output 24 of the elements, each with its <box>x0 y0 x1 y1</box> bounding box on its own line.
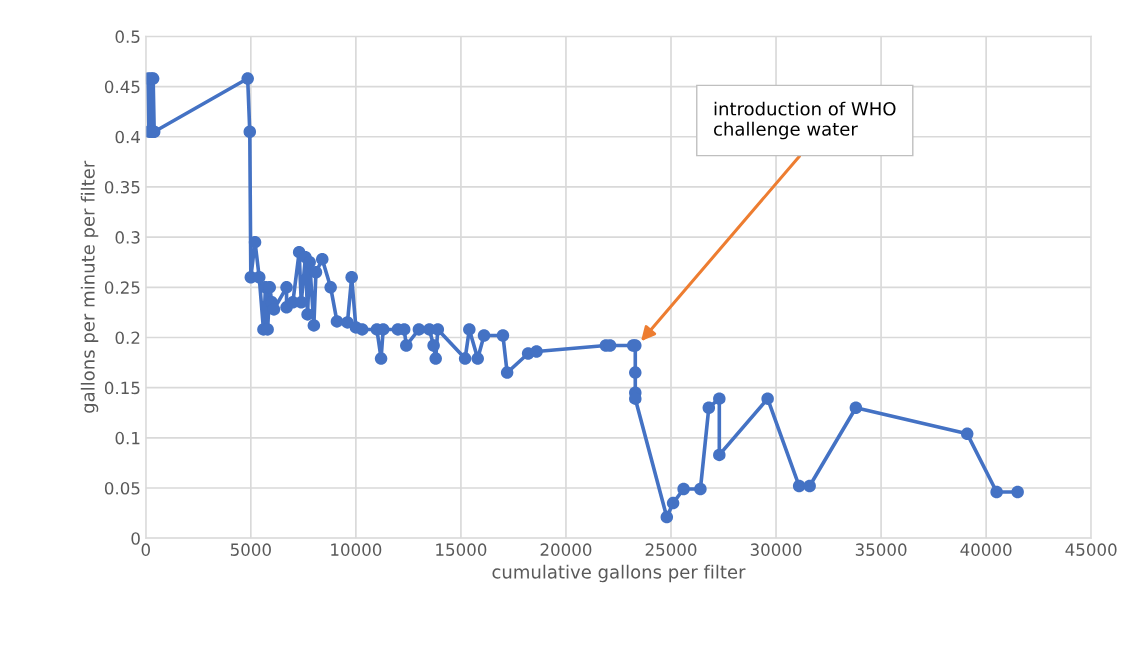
y-axis-title: gallons per minute per filter <box>80 160 99 413</box>
y-tick-label: 0.1 <box>115 431 140 445</box>
y-tick-label: 0.5 <box>115 30 140 43</box>
x-tick-label: 0 <box>141 543 150 556</box>
x-tick-label: 40000 <box>960 543 1012 556</box>
x-tick-label: 45000 <box>1065 543 1117 556</box>
y-tick-label: 0.3 <box>115 231 140 244</box>
x-tick-label: 10000 <box>331 543 382 556</box>
y-tick-label: 0.2 <box>115 331 140 345</box>
y-tick-label: 0.35 <box>104 180 140 194</box>
annotation: introduction of WHO challenge water <box>714 101 896 140</box>
x-tick-label: 5000 <box>230 543 271 556</box>
x-axis-title: cumulative gallons per filter <box>492 564 746 583</box>
x-tick-label: 30000 <box>750 543 802 556</box>
y-tick-label: 0.15 <box>104 381 140 395</box>
y-tick-label: 0.05 <box>104 481 140 495</box>
x-tick-label: 25000 <box>645 543 697 556</box>
x-tick-label: 20000 <box>540 543 592 556</box>
y-tick-label: 0.25 <box>104 281 140 294</box>
x-tick-label: 35000 <box>855 543 907 556</box>
x-tick-label: 15000 <box>436 543 487 556</box>
y-tick-label: 0 <box>131 532 140 545</box>
y-tick-label: 0.4 <box>115 130 140 144</box>
y-tick-label: 0.45 <box>104 80 140 94</box>
